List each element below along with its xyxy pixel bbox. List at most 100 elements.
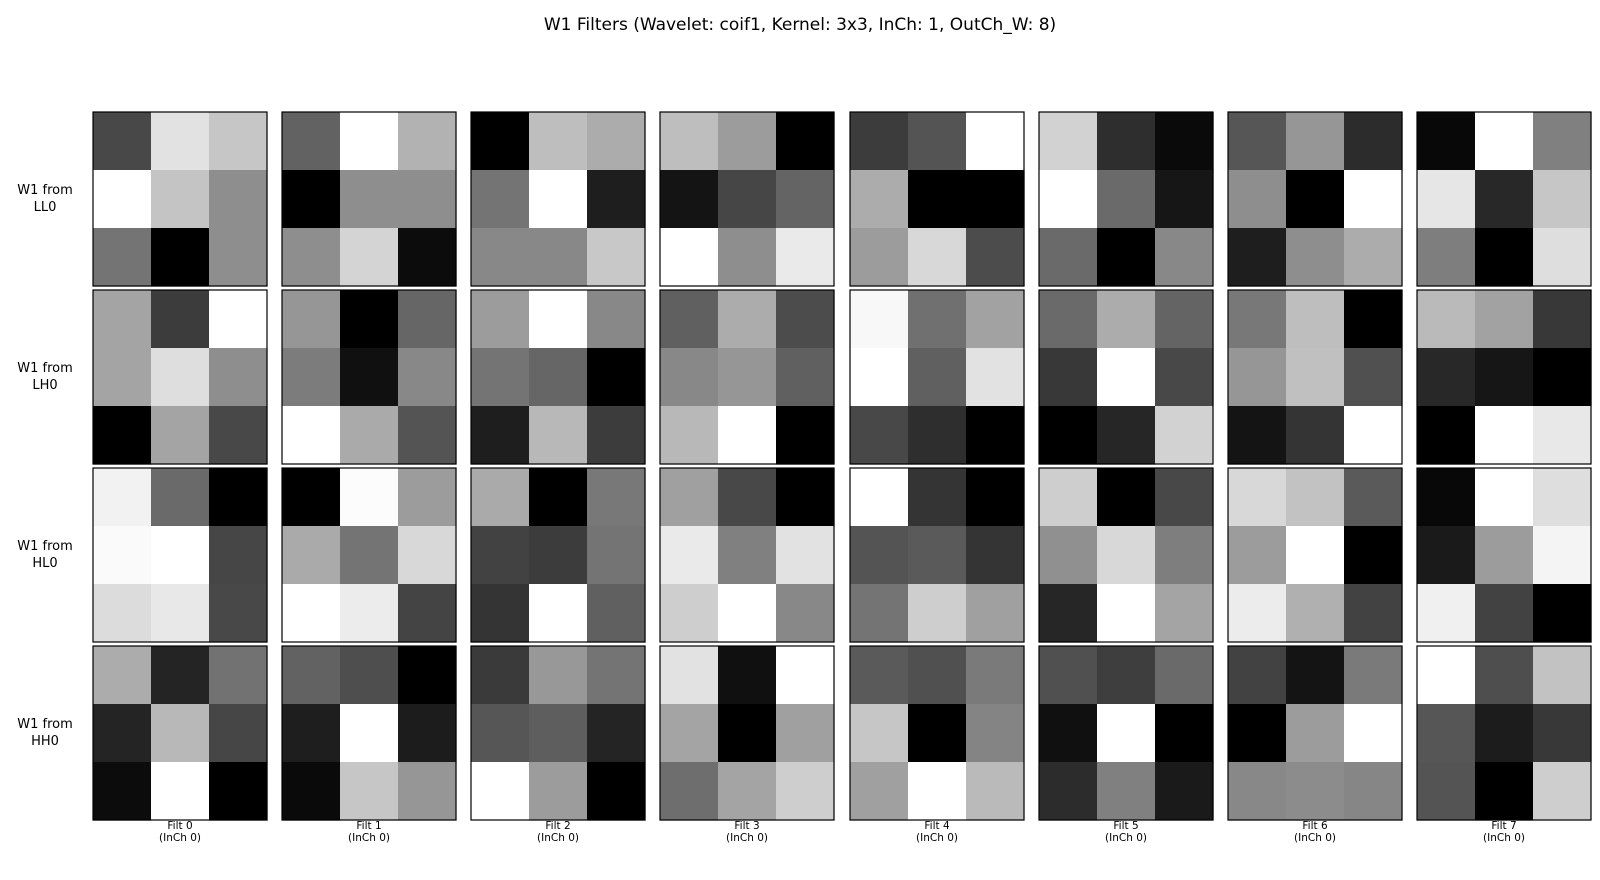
kernel-cell [282,112,341,171]
kernel-cell [282,762,341,821]
kernel-cell [587,468,646,527]
row-label-source: HL0 [32,556,58,571]
kernel-cell [660,526,719,585]
filter-panel [849,467,1025,643]
panel-border [470,111,646,287]
column-label: Filt 3 (InCh 0) [660,820,834,844]
kernel-cell [1097,704,1156,763]
panel-border [1227,467,1403,643]
kernel-cell [1228,762,1287,821]
kernel-cell [529,584,588,643]
kernel-cell [151,228,210,287]
kernel-cell [850,348,909,407]
kernel-cell [93,646,152,705]
kernel-cell [398,526,457,585]
column-label: Filt 4 (InCh 0) [850,820,1024,844]
kernel-cell [718,228,777,287]
filter-panel [849,645,1025,821]
kernel-cell [850,584,909,643]
kernel-cell [1039,348,1098,407]
kernel-cell [1228,704,1287,763]
kernel-cell [1155,762,1214,821]
kernel-cell [776,584,835,643]
kernel-cell [1228,468,1287,527]
kernel-cell [1344,406,1403,465]
panel-border [1038,467,1214,643]
kernel-cell [340,646,399,705]
kernel-cell [1475,290,1534,349]
kernel-cell [1475,170,1534,229]
filter-panel [281,111,457,287]
column-label: Filt 2 (InCh 0) [471,820,645,844]
kernel-cell [1097,584,1156,643]
kernel-cell [1344,526,1403,585]
kernel-cell [151,762,210,821]
kernel-cell [1097,526,1156,585]
kernel-cell [908,348,967,407]
kernel-cell [1533,228,1592,287]
kernel-cell [966,112,1025,171]
kernel-cell [1417,170,1476,229]
panel-border [659,645,835,821]
kernel-cell [1286,348,1345,407]
column-label: Filt 0 (InCh 0) [93,820,267,844]
kernel-cell [1228,170,1287,229]
row-label: W1 from LL0 [0,182,90,216]
kernel-cell [966,468,1025,527]
kernel-cell [1286,704,1345,763]
kernel-cell [151,526,210,585]
column-label-filter: Filt 0 [167,820,193,832]
kernel-cell [908,584,967,643]
kernel-cell [93,468,152,527]
kernel-cell [1533,646,1592,705]
column-label-filter: Filt 5 [1113,820,1139,832]
column-label-filter: Filt 6 [1302,820,1328,832]
kernel-cell [850,170,909,229]
filter-panel [1416,111,1592,287]
kernel-cell [1475,348,1534,407]
kernel-cell [1286,228,1345,287]
filter-panel [659,111,835,287]
kernel-cell [718,646,777,705]
row-label-source: LL0 [33,200,57,215]
kernel-cell [282,290,341,349]
kernel-cell [93,406,152,465]
kernel-cell [1417,704,1476,763]
panel-border [849,289,1025,465]
kernel-cell [471,646,530,705]
kernel-cell [1155,704,1214,763]
kernel-cell [209,112,268,171]
kernel-cell [966,228,1025,287]
row-label: W1 from HH0 [0,716,90,750]
kernel-cell [529,762,588,821]
panel-border [849,111,1025,287]
row-label-line: W1 from [17,183,73,198]
kernel-cell [587,170,646,229]
kernel-cell [1344,112,1403,171]
kernel-cell [850,646,909,705]
kernel-cell [587,584,646,643]
kernel-cell [776,348,835,407]
kernel-cell [529,290,588,349]
kernel-cell [587,112,646,171]
panel-border [659,289,835,465]
column-label: Filt 5 (InCh 0) [1039,820,1213,844]
kernel-cell [529,348,588,407]
kernel-cell [718,348,777,407]
kernel-cell [1286,290,1345,349]
filter-panel [470,467,646,643]
filter-panel [1416,467,1592,643]
kernel-cell [718,762,777,821]
kernel-cell [1228,228,1287,287]
kernel-cell [908,228,967,287]
kernel-cell [1228,290,1287,349]
kernel-cell [282,704,341,763]
kernel-cell [282,406,341,465]
kernel-cell [398,704,457,763]
kernel-cell [1228,348,1287,407]
panel-border [470,289,646,465]
kernel-cell [93,526,152,585]
panel-border [92,289,268,465]
kernel-cell [340,584,399,643]
kernel-cell [776,704,835,763]
